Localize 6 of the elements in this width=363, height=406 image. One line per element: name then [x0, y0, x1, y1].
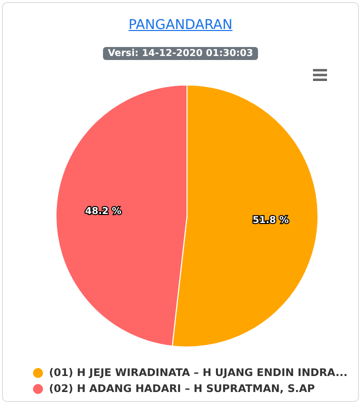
data-label: 48.2 % [85, 206, 122, 217]
legend-label: (01) H JEJE WIRADINATA – H UJANG ENDIN INDRA... [49, 367, 348, 379]
data-label: 51.8 % [252, 215, 290, 226]
chart-title: PANGANDARAN [128, 17, 234, 33]
legend-label: (02) H ADANG HADARI – H SUPRATMAN, S.AP [49, 383, 315, 395]
chart-subtitle: Versi: 14-12-2020 01:30:03 [102, 47, 258, 60]
